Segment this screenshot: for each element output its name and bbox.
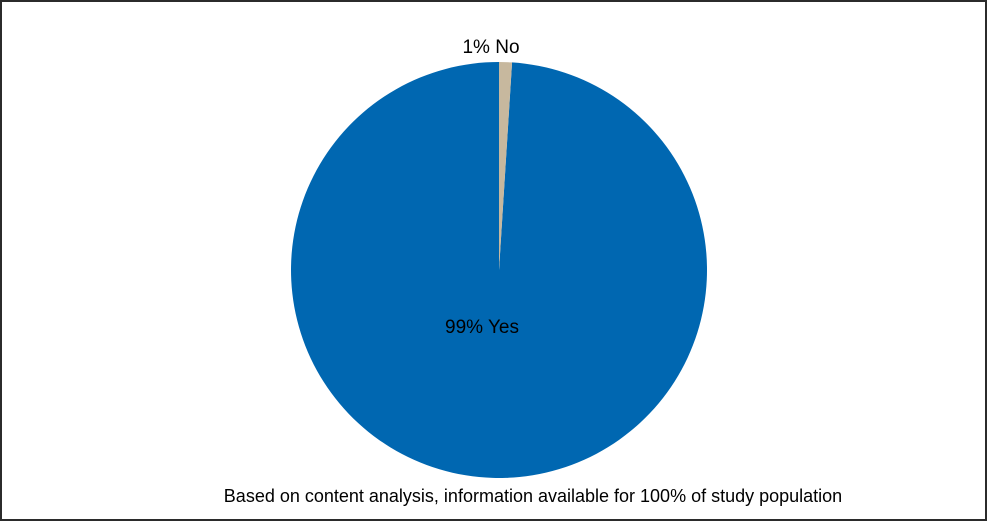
pie-slice-no: [499, 61, 513, 270]
data-label-no: 1% No: [462, 37, 519, 58]
pie-slices: [291, 61, 708, 478]
data-label-yes: 99% Yes: [445, 317, 519, 338]
pie-slice-yes: [291, 62, 708, 478]
chart-footnote: Based on content analysis, information a…: [224, 486, 842, 506]
